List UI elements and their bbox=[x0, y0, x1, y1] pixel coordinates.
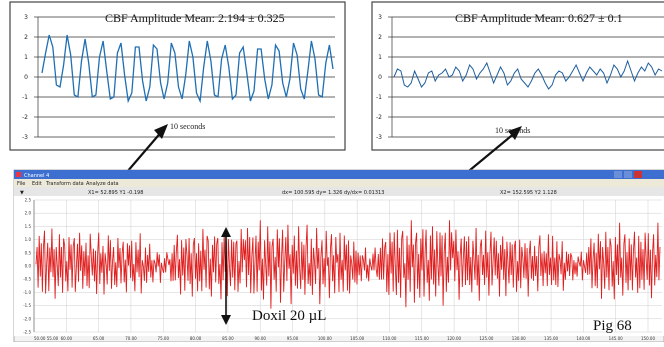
cursor2-readout: X2= 152.595 Y2 1.128 bbox=[500, 190, 557, 196]
main-x-tick-label: 130.00 bbox=[512, 336, 526, 341]
menu-edit[interactable]: Edit bbox=[32, 181, 42, 187]
y-tick-label: -1 bbox=[376, 94, 382, 101]
y-tick-label: 2 bbox=[378, 34, 382, 41]
main-x-tick-label: 90.00 bbox=[254, 336, 266, 341]
main-x-tick-label: 110.00 bbox=[382, 336, 396, 341]
main-x-tick-label: 85.00 bbox=[222, 336, 234, 341]
y-tick-label: -1 bbox=[22, 94, 28, 101]
main-x-tick-label: 115.00 bbox=[415, 336, 429, 341]
right-inset-frame bbox=[371, 1, 664, 151]
arrow-up-icon bbox=[221, 227, 231, 237]
menu-analyze-data[interactable]: Analyze data bbox=[86, 181, 119, 187]
menu-transform-data[interactable]: Transform data bbox=[45, 181, 84, 187]
main-y-tick-label: 1.5 bbox=[25, 224, 32, 229]
y-tick-label: 2 bbox=[24, 34, 28, 41]
main-x-tick-label: 120.00 bbox=[447, 336, 461, 341]
main-y-tick-label: 1.0 bbox=[25, 237, 32, 242]
main-x-tick-label: 60.00 bbox=[61, 336, 73, 341]
right-inset-title: CBF Amplitude Mean: 0.627 ± 0.1 bbox=[455, 11, 623, 25]
main-y-axis-ticks: 2.5 2.0 1.5 1.0 0.5 0.0 -0.5 -1.0 -1.5 -2.0 -2.5 bbox=[23, 198, 35, 335]
y-tick-label: 3 bbox=[24, 14, 28, 21]
arrow-down-icon bbox=[221, 315, 231, 325]
right-gridlines bbox=[392, 16, 664, 138]
window-title: Channel 4 bbox=[24, 173, 49, 179]
main-x-tick-label: 100.00 bbox=[318, 336, 332, 341]
menu-bar bbox=[14, 179, 664, 187]
main-x-tick-label: 70.00 bbox=[125, 336, 137, 341]
main-x-tick-label: 95.00 bbox=[287, 336, 299, 341]
main-y-tick-label: -1.0 bbox=[23, 290, 31, 295]
main-x-tick-label: 65.00 bbox=[93, 336, 105, 341]
main-series-line bbox=[35, 220, 661, 309]
delta-readout: dx= 100.595 dy= 1.326 dy/dx= 0.01313 bbox=[282, 190, 384, 196]
y-tick-label: 1 bbox=[378, 54, 382, 61]
main-y-tick-label: 2.0 bbox=[25, 211, 32, 216]
main-y-tick-label: -2.5 bbox=[23, 330, 31, 335]
minimize-icon[interactable] bbox=[614, 171, 622, 178]
main-x-tick-label: 75.00 bbox=[158, 336, 170, 341]
left-pointer-arrowhead bbox=[154, 124, 168, 139]
amplitude-double-arrow bbox=[221, 227, 231, 325]
y-tick-label: 0 bbox=[24, 74, 28, 81]
animal-label: Pig 68 bbox=[593, 318, 632, 334]
right-series-line bbox=[393, 59, 663, 90]
main-x-tick-label: 135.00 bbox=[544, 336, 558, 341]
main-x-tick-label: 50.00 55.00 bbox=[34, 336, 59, 341]
left-inset-title: CBF Amplitude Mean: 2.194 ± 0.325 bbox=[105, 11, 285, 25]
left-inset-panel: CBF Amplitude Mean: 2.194 ± 0.325 3 2 1 0 -1… bbox=[9, 1, 346, 151]
treatment-label: Doxil 20 µL bbox=[252, 308, 326, 324]
main-x-tick-label: 140.00 bbox=[576, 336, 590, 341]
main-y-tick-label: 0.5 bbox=[25, 250, 32, 255]
main-y-tick-label: -0.5 bbox=[23, 277, 31, 282]
software-window: Channel 4 File Edit Transform data Analy… bbox=[13, 169, 664, 343]
dropdown-arrow-icon[interactable]: ▼ bbox=[20, 190, 24, 196]
y-tick-label: 3 bbox=[378, 14, 382, 21]
left-inset-xlabel: 10 seconds bbox=[170, 122, 205, 131]
y-tick-label: -3 bbox=[22, 134, 28, 141]
left-series-line bbox=[41, 34, 334, 104]
menu-file[interactable]: File bbox=[17, 181, 25, 187]
main-x-tick-label: 150.00 bbox=[641, 336, 655, 341]
main-x-axis-ticks: 50.00 55.00 60.00 65.00 70.00 75.00 80.00 85.0… bbox=[34, 336, 655, 341]
y-tick-label: -2 bbox=[22, 114, 28, 121]
main-y-tick-label: -1.5 bbox=[23, 303, 31, 308]
y-tick-label: 0 bbox=[378, 74, 382, 81]
main-y-tick-label: 0.0 bbox=[25, 264, 32, 269]
main-x-tick-label: 125.00 bbox=[479, 336, 493, 341]
window-titlebar bbox=[14, 170, 664, 179]
y-tick-label: -3 bbox=[376, 134, 382, 141]
left-gridlines bbox=[38, 16, 335, 138]
y-tick-label: 1 bbox=[24, 54, 28, 61]
y-tick-label: -2 bbox=[376, 114, 382, 121]
readout-bar bbox=[14, 187, 664, 196]
main-x-tick-label: 145.00 bbox=[609, 336, 623, 341]
main-y-tick-label: 2.5 bbox=[25, 198, 32, 203]
main-x-tick-label: 80.00 bbox=[190, 336, 202, 341]
main-x-tick-label: 105.00 bbox=[350, 336, 364, 341]
close-icon[interactable] bbox=[634, 171, 642, 178]
maximize-icon[interactable] bbox=[624, 171, 632, 178]
cursor1-readout: X1= 52.895 Y1 -0.198 bbox=[88, 190, 143, 196]
app-icon bbox=[16, 172, 21, 177]
main-y-tick-label: -2.0 bbox=[23, 316, 31, 321]
right-pointer-arrowhead bbox=[508, 126, 522, 140]
